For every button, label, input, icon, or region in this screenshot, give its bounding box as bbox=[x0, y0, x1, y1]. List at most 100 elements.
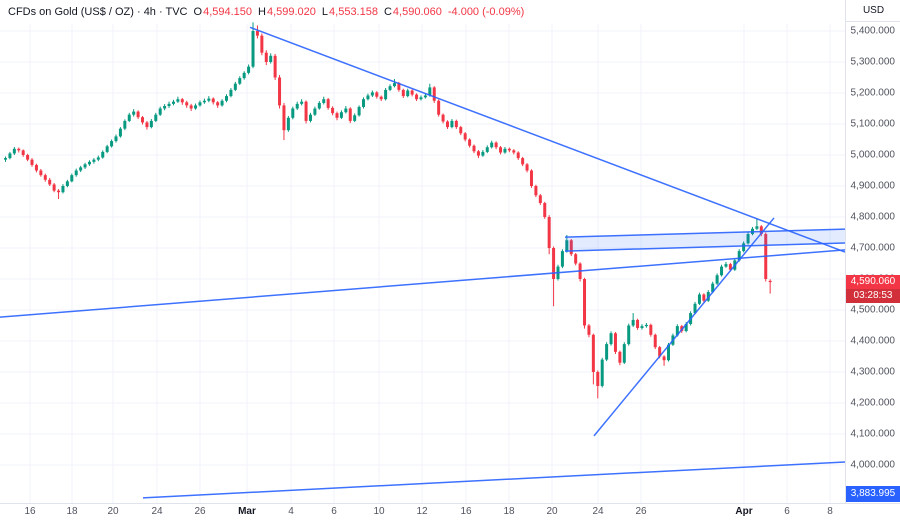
candle-body bbox=[326, 99, 330, 108]
candle-body bbox=[644, 324, 648, 327]
price-tick-label: 4,200.000 bbox=[850, 397, 896, 409]
time-tick-label: 18 bbox=[503, 506, 515, 517]
candle-body bbox=[693, 303, 697, 314]
chart-canvas[interactable] bbox=[0, 0, 845, 503]
candle-body bbox=[675, 326, 679, 336]
candle-body bbox=[507, 148, 511, 151]
candle-body bbox=[609, 333, 613, 345]
parallel-channel-top[interactable] bbox=[564, 228, 845, 238]
candle-body bbox=[622, 344, 626, 363]
candle-body bbox=[269, 55, 273, 62]
candle-body bbox=[370, 92, 374, 96]
candle-body bbox=[560, 251, 564, 267]
candle-body bbox=[503, 148, 507, 153]
candle-body bbox=[145, 122, 149, 128]
candle-body bbox=[26, 155, 30, 160]
candle-body bbox=[512, 150, 516, 153]
candle-body bbox=[432, 87, 436, 101]
candle-body bbox=[136, 111, 140, 118]
candle-body bbox=[459, 127, 463, 134]
candle-body bbox=[291, 108, 295, 118]
candle-body bbox=[127, 114, 131, 121]
time-tick-label: 26 bbox=[635, 506, 647, 517]
price-scale[interactable]: USD 5,400.000 5,300.000 5,200.000 5,100.000… bbox=[845, 0, 900, 503]
ohlc-low: L 4,553.158 bbox=[321, 6, 378, 18]
candle-body bbox=[114, 136, 118, 142]
chart-legend: CFDs on Gold (US$ / OZ) · 4h · TVC O 4,5… bbox=[0, 0, 524, 24]
candle-body bbox=[711, 283, 715, 293]
lower-ascending-trendline[interactable] bbox=[142, 461, 845, 499]
candle-body bbox=[658, 347, 662, 357]
rising-wedge-support-trendline[interactable] bbox=[593, 217, 775, 437]
price-tick-label: 4,100.000 bbox=[850, 428, 896, 440]
candle-body bbox=[384, 89, 388, 100]
candle-body bbox=[101, 151, 105, 158]
candle-body bbox=[43, 175, 47, 180]
candle-body bbox=[220, 100, 224, 106]
candle-body bbox=[8, 153, 12, 159]
time-tick-label: 24 bbox=[592, 506, 604, 517]
candle-body bbox=[768, 280, 772, 283]
candle-body bbox=[450, 120, 454, 128]
time-tick-label: 24 bbox=[151, 506, 163, 517]
candle-body bbox=[472, 145, 476, 152]
candle-body bbox=[295, 103, 299, 109]
time-tick-label: 8 bbox=[827, 506, 833, 517]
candle-body bbox=[79, 167, 83, 171]
candle-body bbox=[428, 87, 432, 96]
candle-body bbox=[406, 90, 410, 97]
candle-body bbox=[636, 319, 640, 328]
candle-body bbox=[171, 101, 175, 104]
descending-resistance-trendline[interactable] bbox=[249, 26, 845, 253]
price-tick-label: 5,100.000 bbox=[850, 118, 896, 130]
candle-body bbox=[547, 217, 551, 248]
candle-body bbox=[34, 164, 38, 171]
time-axis[interactable]: 16 18 20 24 26 Mar 4 6 10 12 16 18 20 24 26 Apr 6 8 bbox=[0, 503, 900, 520]
candle-body bbox=[388, 86, 392, 90]
candle-body bbox=[366, 95, 370, 100]
candle-body bbox=[476, 151, 480, 156]
candle-body bbox=[627, 325, 631, 345]
candle-body bbox=[410, 90, 414, 95]
price-scale-currency[interactable]: USD bbox=[846, 0, 900, 22]
parallel-channel-bottom[interactable] bbox=[564, 242, 845, 252]
candle-body bbox=[468, 139, 472, 146]
candle-body bbox=[282, 105, 286, 131]
parallel-channel-fill[interactable] bbox=[565, 229, 845, 252]
price-tick-label: 4,900.000 bbox=[850, 180, 896, 192]
ohlc-high: H 4,599.020 bbox=[258, 6, 316, 18]
time-tick-label: 20 bbox=[546, 506, 558, 517]
candle-body bbox=[70, 175, 74, 182]
candle-body bbox=[543, 203, 547, 217]
candle-body bbox=[189, 105, 193, 109]
candle-body bbox=[331, 107, 335, 114]
candle-body bbox=[158, 108, 162, 115]
candle-body bbox=[348, 108, 352, 121]
candle-body bbox=[397, 83, 401, 90]
candle-body bbox=[304, 101, 308, 121]
candle-body bbox=[149, 120, 153, 128]
candle-body bbox=[216, 102, 220, 106]
candle-body bbox=[163, 106, 167, 109]
candle-body bbox=[83, 164, 87, 168]
time-tick-label: 18 bbox=[66, 506, 78, 517]
bar-countdown: 03:28:53 bbox=[846, 289, 900, 304]
candle-body bbox=[308, 114, 312, 121]
symbol-title[interactable]: CFDs on Gold (US$ / OZ) · 4h · TVC bbox=[8, 6, 188, 18]
candle-body bbox=[198, 102, 202, 106]
candle-body bbox=[728, 264, 732, 270]
candle-body bbox=[600, 359, 604, 386]
time-tick-label: 20 bbox=[107, 506, 119, 517]
candle-body bbox=[313, 108, 317, 115]
candle-body bbox=[48, 179, 52, 185]
candle-body bbox=[339, 112, 343, 118]
candle-body bbox=[185, 102, 189, 106]
long-ascending-support-trendline[interactable] bbox=[0, 249, 845, 318]
candle-body bbox=[437, 100, 441, 115]
price-tick-label: 4,300.000 bbox=[850, 366, 896, 378]
time-tick-label: 12 bbox=[416, 506, 428, 517]
candle-body bbox=[238, 78, 242, 84]
candle-body bbox=[574, 254, 578, 264]
candle-body bbox=[529, 170, 533, 186]
candle-body bbox=[61, 186, 65, 193]
